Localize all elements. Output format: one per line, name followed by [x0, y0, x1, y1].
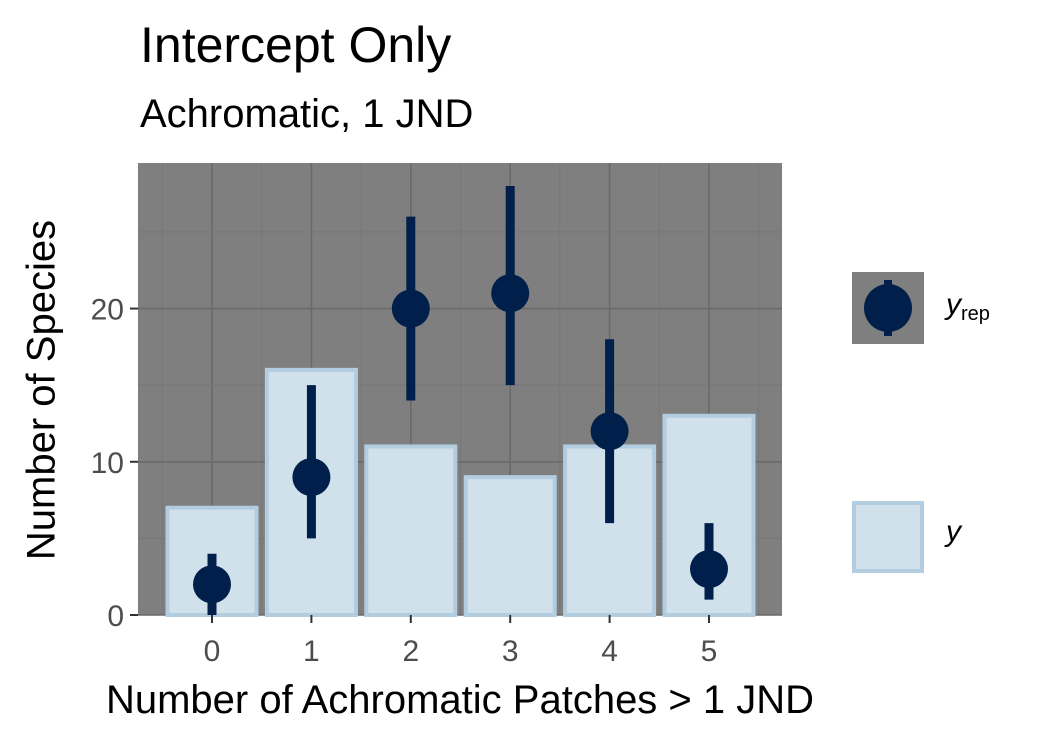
bars [165, 367, 756, 618]
y-tick-label: 0 [107, 600, 124, 633]
yrep-point-5 [690, 550, 728, 589]
yrep-point-2 [391, 289, 430, 328]
y-axis-ticks: 0 10 20 [91, 294, 138, 633]
x-tick-label: 5 [701, 635, 718, 668]
bar-3 [463, 475, 557, 617]
x-axis-ticks: 0 1 2 3 4 5 [204, 615, 718, 668]
x-tick-label: 0 [204, 635, 221, 668]
yrep-point-4 [590, 412, 629, 451]
legend-key-y-bar [852, 501, 924, 573]
yrep-point-3 [491, 274, 530, 313]
yrep-point-1 [292, 458, 331, 497]
x-tick-label: 3 [502, 635, 519, 668]
y-axis-label: Number of Species [19, 219, 64, 561]
legend-yrep-main: y [946, 288, 961, 321]
legend-label-yrep: yrep [946, 288, 990, 326]
legend-keys [852, 272, 924, 573]
pointranges [193, 185, 728, 615]
y-tick-label: 20 [91, 294, 124, 327]
chart-subtitle: Achromatic, 1 JND [140, 92, 474, 136]
x-tick-label: 1 [303, 635, 320, 668]
legend-key-yrep-point [864, 284, 912, 332]
yrep-point-0 [193, 565, 231, 604]
bar-2 [364, 444, 458, 618]
x-axis-label: Number of Achromatic Patches > 1 JND [105, 678, 815, 722]
x-tick-label: 2 [402, 635, 419, 668]
chart-title: Intercept Only [140, 17, 452, 73]
x-tick-label: 4 [601, 635, 618, 668]
y-tick-label: 10 [91, 447, 124, 480]
legend-yrep-sub: rep [961, 303, 990, 325]
legend-label-y: y [946, 515, 961, 548]
